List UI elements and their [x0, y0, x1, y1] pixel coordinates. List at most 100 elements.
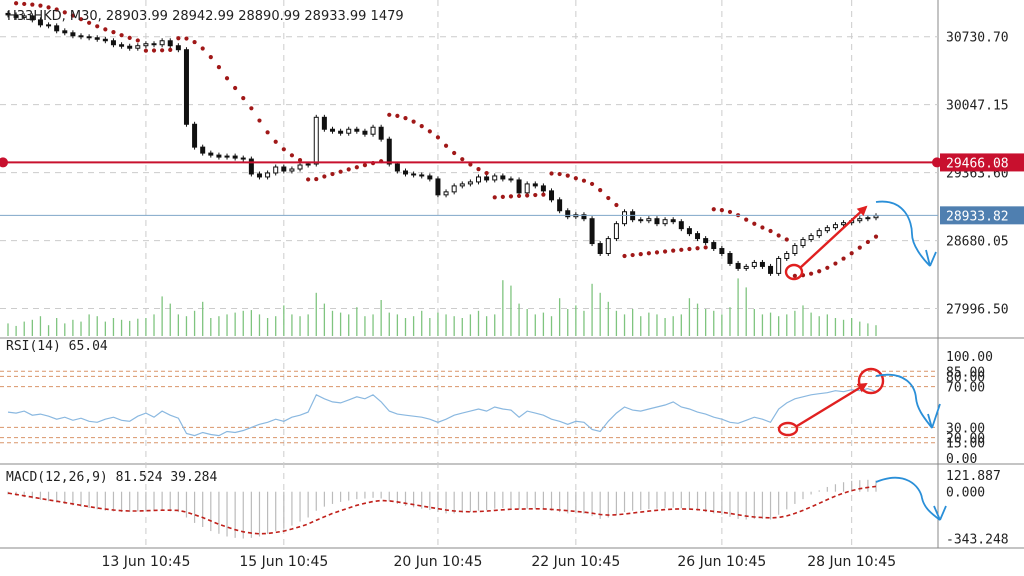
sar-dot: [671, 248, 676, 253]
candle-body: [695, 233, 701, 240]
sar-dot: [825, 265, 830, 270]
rsi-tick-label: 80.00: [946, 370, 985, 385]
time-tick-label: 15 Jun 10:45: [239, 554, 328, 570]
sar-dot: [387, 112, 392, 117]
sar-dot: [492, 195, 497, 200]
resistance-price-tag: [940, 153, 1024, 172]
volume-bars: [7, 278, 877, 336]
macd-panel-header: MACD(12,26,9) 81.524 39.284: [6, 470, 217, 485]
annotation-red: [777, 205, 885, 437]
candle-body: [370, 126, 376, 135]
candle-body: [646, 218, 652, 222]
sar-dot: [427, 129, 432, 134]
candle-body: [62, 30, 68, 34]
candle-body: [5, 12, 11, 16]
candle-body: [256, 173, 262, 178]
candle-body: [557, 199, 563, 212]
candle-body: [281, 166, 287, 172]
candle-body: [232, 155, 238, 159]
sar-dot: [508, 194, 514, 199]
candle-body: [654, 218, 660, 225]
sar-dot: [38, 3, 43, 8]
sar-dot: [768, 228, 773, 234]
sar-dot: [549, 171, 554, 176]
grid-lines: [0, 0, 938, 548]
time-tick-label: 22 Jun 10:45: [531, 554, 620, 570]
sar-dot: [476, 167, 481, 172]
resistance-line-handle-right[interactable]: [932, 157, 942, 168]
sar-dot: [419, 124, 424, 129]
sar-dot: [679, 247, 684, 252]
low-circle: [784, 263, 804, 281]
sar-dot: [484, 170, 489, 176]
candle-body: [857, 218, 863, 222]
candle-body: [102, 38, 108, 42]
candle-body: [508, 178, 514, 181]
candle-body: [670, 219, 676, 223]
sar-dot: [784, 237, 789, 242]
candle-body: [167, 40, 173, 47]
annotation-blue: [875, 200, 947, 521]
sar-dot: [598, 188, 603, 193]
candle-body: [638, 219, 644, 222]
sar-dot: [435, 135, 441, 140]
candle-body: [78, 35, 84, 38]
sar-dot: [873, 234, 879, 239]
rsi-high-circle: [857, 367, 885, 395]
candle-body: [735, 262, 741, 269]
price-up-arrow: [799, 205, 868, 269]
sar-dot: [703, 245, 708, 250]
sar-dot: [322, 174, 327, 179]
candle-body: [703, 238, 709, 244]
macd-forecast-curve: [875, 476, 941, 521]
candle-body: [662, 219, 668, 225]
sar-dot: [581, 178, 587, 183]
sar-dot: [151, 48, 157, 53]
candle-body: [273, 166, 279, 174]
candle-body: [719, 248, 725, 255]
candle-body: [605, 238, 611, 255]
candle-body: [289, 168, 295, 172]
sar-dot: [208, 54, 213, 60]
candle-body: [183, 49, 189, 125]
candle-body: [151, 43, 157, 46]
candlestick-series: [5, 10, 879, 276]
candle-body: [346, 128, 352, 134]
sar-dot: [760, 225, 765, 230]
sar-dot: [622, 253, 627, 259]
candle-body: [402, 170, 408, 175]
sar-dot: [306, 177, 311, 182]
time-tick-label: 26 Jun 10:45: [677, 554, 766, 570]
rsi-tick-label: 30.00: [946, 421, 985, 436]
sar-dot: [833, 261, 838, 266]
price-forecast-curve: [875, 200, 931, 267]
time-tick-label: 28 Jun 10:45: [807, 554, 896, 570]
sar-dot: [14, 1, 19, 6]
candle-body: [329, 128, 335, 132]
sar-dot: [606, 195, 611, 201]
candle-body: [313, 116, 319, 165]
sar-dot: [630, 252, 635, 258]
current-price-tag: [940, 206, 1024, 225]
sar-dot: [78, 17, 84, 22]
candle-body: [792, 245, 798, 254]
sar-dot: [87, 20, 92, 25]
sar-dot: [176, 36, 181, 41]
sar-dot: [22, 1, 27, 7]
candle-body: [768, 265, 774, 274]
candle-body: [484, 176, 490, 181]
resistance-line-handle[interactable]: [0, 157, 8, 168]
candle-body: [622, 211, 628, 225]
price-tick-label: 28680.05: [946, 235, 1009, 250]
candle-body: [224, 155, 230, 158]
sar-dot: [744, 217, 749, 222]
sar-dot: [119, 33, 124, 38]
candle-body: [816, 230, 822, 237]
sar-dot: [865, 239, 870, 245]
candle-body: [613, 223, 619, 240]
candle-body: [143, 43, 149, 47]
candle-body: [29, 15, 35, 21]
candle-body: [119, 44, 125, 47]
sar-dot: [346, 167, 351, 172]
